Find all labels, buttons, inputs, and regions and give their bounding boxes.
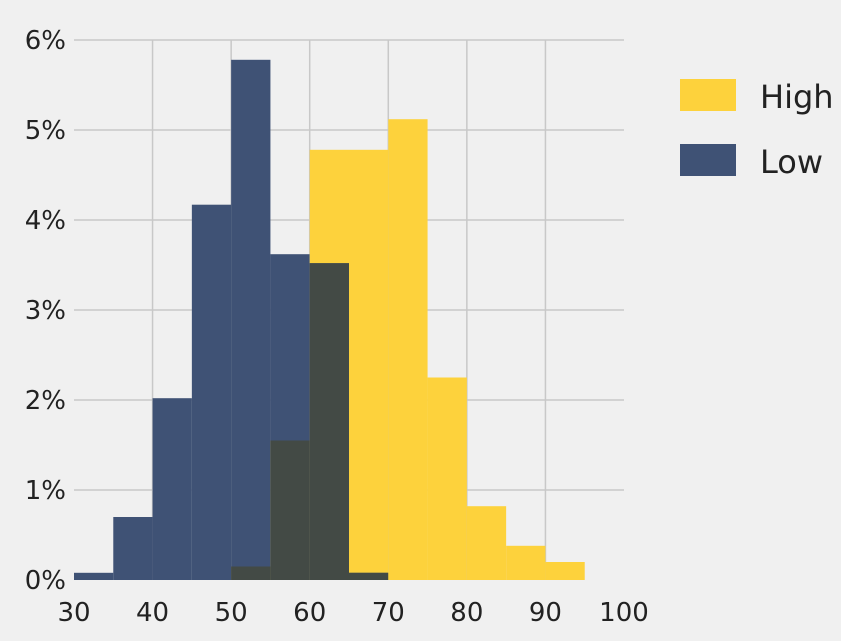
legend-label-high: High <box>760 78 834 116</box>
bar-high <box>545 562 585 580</box>
y-tick-label: 4% <box>25 206 66 236</box>
y-axis: 0% 1% 2% 3% 4% 5% 6% <box>25 26 66 596</box>
x-tick-label: 40 <box>136 598 169 628</box>
bar-low <box>152 398 192 580</box>
y-tick-label: 6% <box>25 26 66 56</box>
bar-high <box>506 545 546 580</box>
bar-high <box>427 377 467 580</box>
bar-low <box>113 517 153 580</box>
bar-high <box>466 506 507 580</box>
y-tick-label: 3% <box>25 296 66 326</box>
y-tick-label: 0% <box>25 566 66 596</box>
legend-swatch-high <box>680 79 736 111</box>
legend-swatch-low <box>680 144 736 176</box>
bar-high <box>349 149 389 581</box>
bar-overlap <box>349 572 389 580</box>
legend-label-low: Low <box>760 143 823 181</box>
bar-overlap <box>231 566 271 580</box>
x-tick-label: 80 <box>450 598 483 628</box>
x-tick-label: 70 <box>372 598 405 628</box>
x-axis: 30 40 50 60 70 80 90 100 <box>57 598 648 628</box>
x-tick-label: 30 <box>57 598 90 628</box>
bar-low <box>191 204 232 580</box>
x-tick-label: 90 <box>529 598 562 628</box>
bar-overlap <box>270 440 310 580</box>
x-tick-label: 60 <box>293 598 326 628</box>
bars <box>74 59 585 581</box>
x-tick-label: 50 <box>215 598 248 628</box>
bar-low <box>231 59 271 581</box>
bar-overlap <box>309 263 349 580</box>
y-tick-label: 1% <box>25 476 66 506</box>
y-tick-label: 5% <box>25 116 66 146</box>
bar-low <box>74 572 114 580</box>
bar-high <box>388 119 428 580</box>
y-tick-label: 2% <box>25 386 66 416</box>
legend: High Low <box>680 78 834 181</box>
x-tick-label: 100 <box>599 598 649 628</box>
